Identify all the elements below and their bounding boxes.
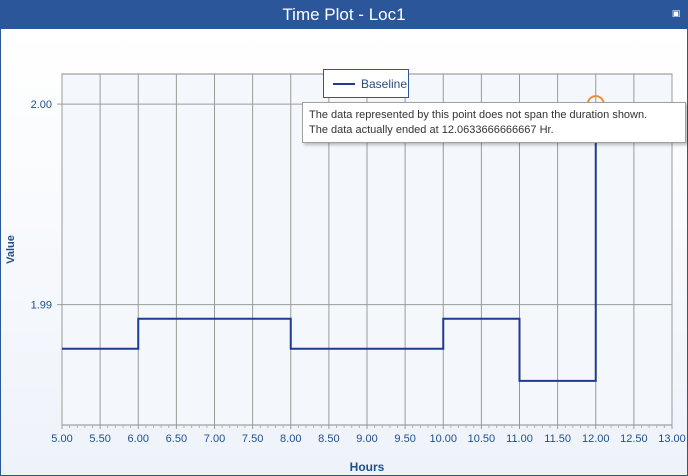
x-tick-label: 8.00: [280, 433, 301, 445]
x-tick-label: 10.50: [468, 433, 496, 445]
x-tick-label: 12.50: [620, 433, 648, 445]
legend[interactable]: Baseline: [323, 69, 409, 98]
legend-swatch-baseline: [333, 83, 355, 85]
legend-label-baseline: Baseline: [361, 77, 408, 91]
window-title: Time Plot - Loc1: [282, 5, 406, 24]
series-line-baseline: [62, 103, 672, 382]
y-tick-label: 1.99: [31, 300, 52, 312]
x-tick-label: 5.50: [89, 433, 110, 445]
restore-icon[interactable]: ▣: [671, 8, 681, 18]
x-tick-label: 12.00: [582, 433, 610, 445]
x-tick-label: 10.00: [429, 433, 457, 445]
point-tooltip: The data represented by this point does …: [302, 102, 686, 143]
x-tick-label: 5.00: [51, 433, 72, 445]
title-bar: Time Plot - Loc1 ▣: [1, 1, 687, 29]
x-tick-label: 6.50: [166, 433, 187, 445]
x-tick-label: 11.50: [544, 433, 571, 445]
tooltip-line-2: The data actually ended at 12.0633666666…: [309, 124, 554, 136]
x-tick-label: 7.00: [204, 433, 225, 445]
x-axis-label: Hours: [350, 460, 385, 474]
chart-area: 5.00 5.50 6.00 6.50 7.00 7.50 8.00 8.50 9.00 9.50…: [1, 29, 687, 475]
x-tick-label: 9.00: [356, 433, 377, 445]
y-tick-label: 2.00: [31, 99, 52, 111]
tooltip-line-1: The data represented by this point does …: [309, 109, 648, 121]
x-tick-label: 6.00: [128, 433, 149, 445]
x-tick-label: 7.50: [242, 433, 263, 445]
x-tick-label: 13.00: [658, 433, 686, 445]
y-axis-label: Value: [5, 235, 17, 264]
x-tick-label: 11.00: [506, 433, 533, 445]
x-tick-label: 9.50: [394, 433, 415, 445]
x-tick-label: 8.50: [318, 433, 339, 445]
